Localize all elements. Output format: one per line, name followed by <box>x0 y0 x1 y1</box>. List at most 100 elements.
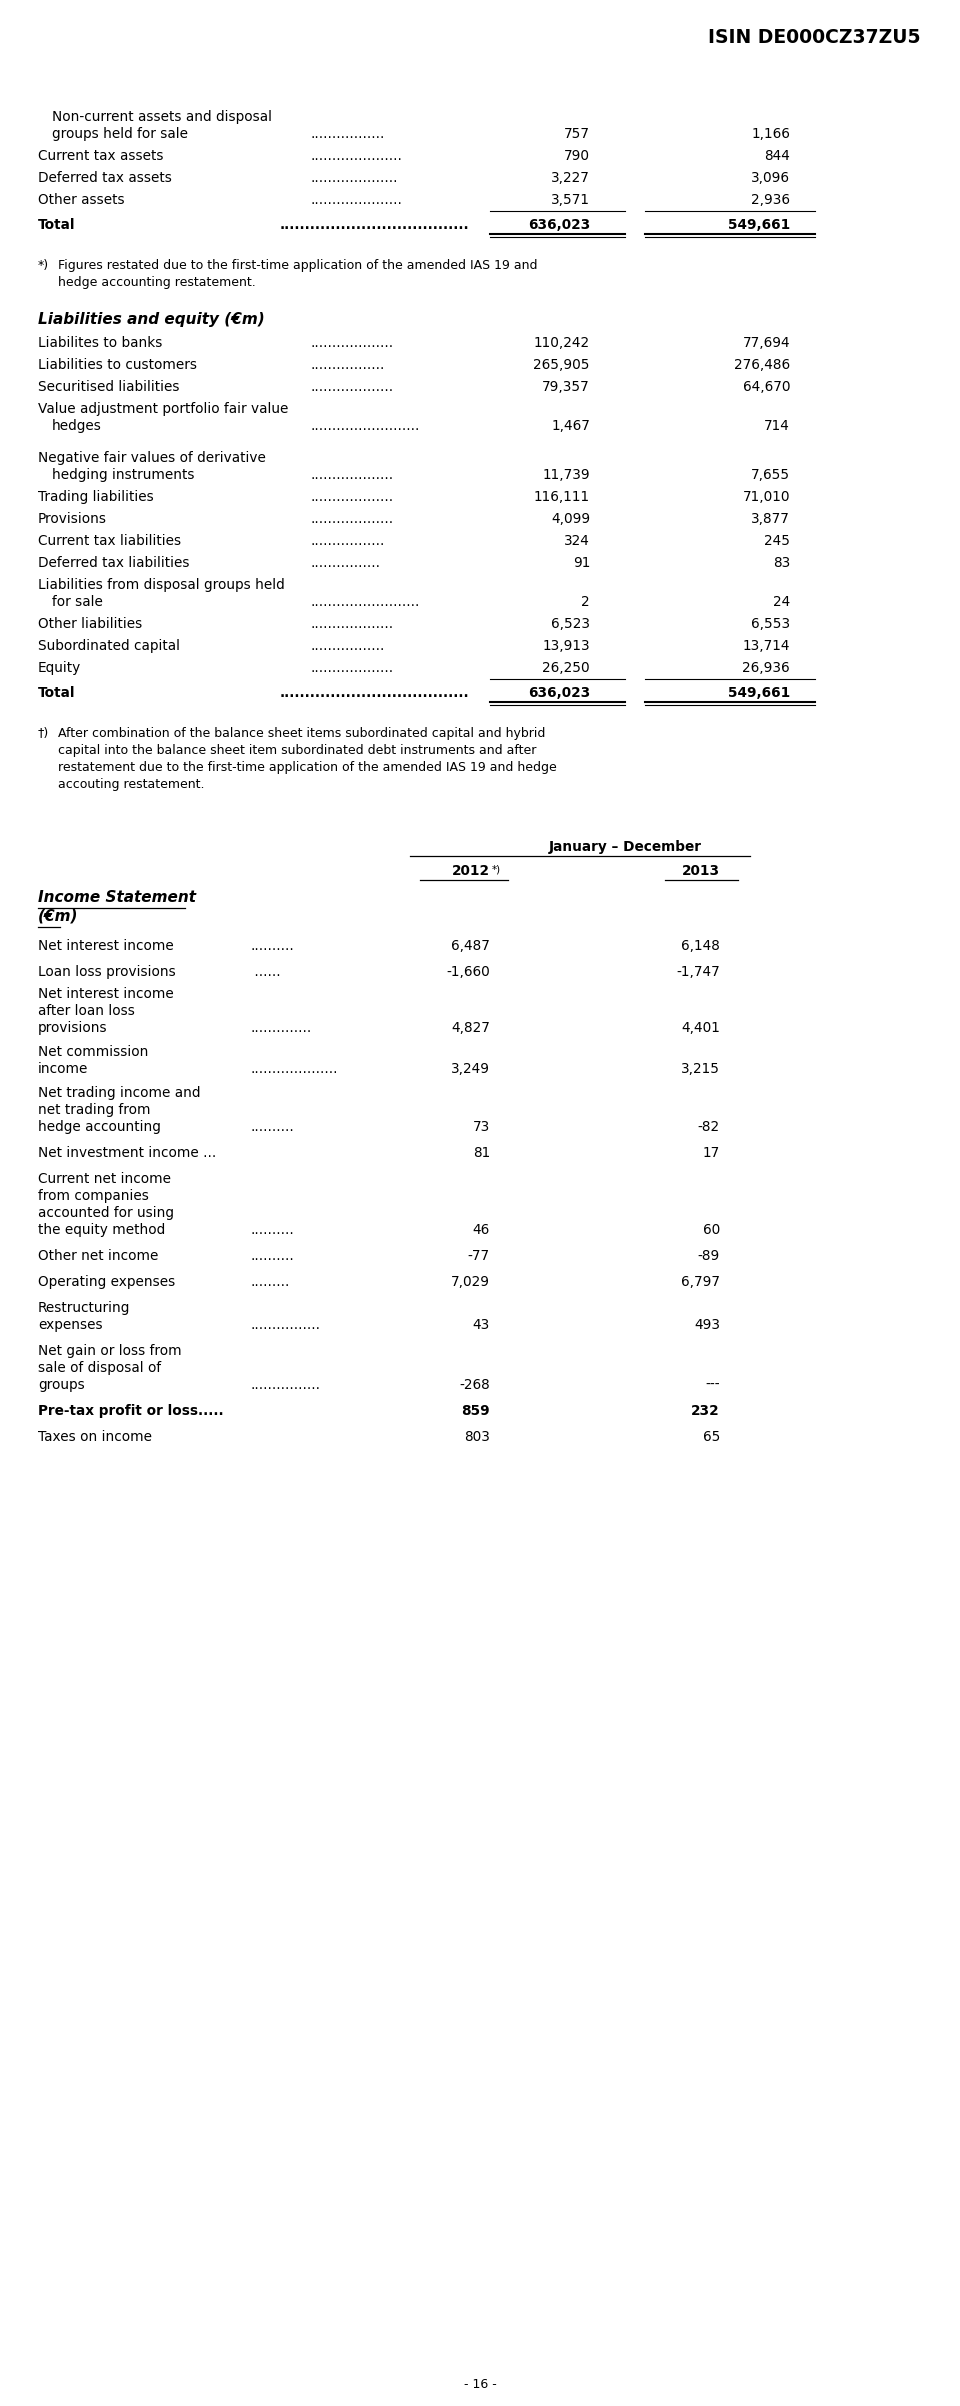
Text: ..........: .......... <box>250 1249 294 1263</box>
Text: .........................: ......................... <box>310 594 420 609</box>
Text: 7,029: 7,029 <box>451 1275 490 1290</box>
Text: hedge accounting: hedge accounting <box>38 1121 161 1133</box>
Text: 3,227: 3,227 <box>551 171 590 185</box>
Text: Loan loss provisions: Loan loss provisions <box>38 965 176 979</box>
Text: ---: --- <box>706 1379 720 1393</box>
Text: 110,242: 110,242 <box>534 337 590 349</box>
Text: ..........: .......... <box>250 1121 294 1133</box>
Text: Other net income: Other net income <box>38 1249 158 1263</box>
Text: .........: ......... <box>250 1275 289 1290</box>
Text: after loan loss: after loan loss <box>38 1003 134 1018</box>
Text: 232: 232 <box>691 1405 720 1417</box>
Text: 13,714: 13,714 <box>742 640 790 652</box>
Text: 803: 803 <box>464 1429 490 1444</box>
Text: .........................: ......................... <box>310 419 420 433</box>
Text: 60: 60 <box>703 1222 720 1237</box>
Text: 46: 46 <box>472 1222 490 1237</box>
Text: hedging instruments: hedging instruments <box>52 469 195 481</box>
Text: ................: ................ <box>250 1318 320 1333</box>
Text: accounted for using: accounted for using <box>38 1205 174 1220</box>
Text: .....................................: ..................................... <box>280 219 469 231</box>
Text: 636,023: 636,023 <box>528 686 590 700</box>
Text: ....................: .................... <box>310 171 397 185</box>
Text: 17: 17 <box>703 1145 720 1160</box>
Text: ...................: ................... <box>310 337 394 349</box>
Text: Net trading income and: Net trading income and <box>38 1085 201 1100</box>
Text: 1,467: 1,467 <box>551 419 590 433</box>
Text: ................: ................ <box>310 556 380 570</box>
Text: for sale: for sale <box>52 594 103 609</box>
Text: capital into the balance sheet item subordinated debt instruments and after: capital into the balance sheet item subo… <box>58 743 537 758</box>
Text: .................: ................. <box>310 128 384 142</box>
Text: Negative fair values of derivative: Negative fair values of derivative <box>38 450 266 464</box>
Text: 81: 81 <box>472 1145 490 1160</box>
Text: Pre-tax profit or loss.....: Pre-tax profit or loss..... <box>38 1405 224 1417</box>
Text: 3,215: 3,215 <box>681 1061 720 1075</box>
Text: 83: 83 <box>773 556 790 570</box>
Text: hedge accounting restatement.: hedge accounting restatement. <box>58 277 255 289</box>
Text: 6,797: 6,797 <box>681 1275 720 1290</box>
Text: ....................: .................... <box>250 1061 338 1075</box>
Text: 4,401: 4,401 <box>682 1020 720 1035</box>
Text: ISIN DE000CZ37ZU5: ISIN DE000CZ37ZU5 <box>708 29 920 48</box>
Text: Liabilities from disposal groups held: Liabilities from disposal groups held <box>38 577 285 592</box>
Text: ......: ...... <box>250 965 280 979</box>
Text: 493: 493 <box>694 1318 720 1333</box>
Text: Total: Total <box>38 686 76 700</box>
Text: .................: ................. <box>310 534 384 549</box>
Text: Net gain or loss from: Net gain or loss from <box>38 1345 181 1357</box>
Text: 3,877: 3,877 <box>751 512 790 527</box>
Text: 3,096: 3,096 <box>751 171 790 185</box>
Text: *): *) <box>492 864 501 873</box>
Text: Liabilities to customers: Liabilities to customers <box>38 358 197 373</box>
Text: provisions: provisions <box>38 1020 108 1035</box>
Text: 549,661: 549,661 <box>728 686 790 700</box>
Text: Equity: Equity <box>38 662 82 676</box>
Text: Deferred tax liabilities: Deferred tax liabilities <box>38 556 189 570</box>
Text: (€m): (€m) <box>38 909 79 924</box>
Text: 6,523: 6,523 <box>551 616 590 630</box>
Text: from companies: from companies <box>38 1189 149 1203</box>
Text: 714: 714 <box>764 419 790 433</box>
Text: -1,660: -1,660 <box>446 965 490 979</box>
Text: sale of disposal of: sale of disposal of <box>38 1362 161 1374</box>
Text: Other liabilities: Other liabilities <box>38 616 142 630</box>
Text: Trading liabilities: Trading liabilities <box>38 491 154 503</box>
Text: .................: ................. <box>310 640 384 652</box>
Text: 11,739: 11,739 <box>542 469 590 481</box>
Text: ...................: ................... <box>310 380 394 395</box>
Text: 1,166: 1,166 <box>751 128 790 142</box>
Text: Net interest income: Net interest income <box>38 986 174 1001</box>
Text: 859: 859 <box>462 1405 490 1417</box>
Text: ...................: ................... <box>310 491 394 503</box>
Text: Net commission: Net commission <box>38 1044 149 1059</box>
Text: 844: 844 <box>764 149 790 164</box>
Text: groups: groups <box>38 1379 84 1393</box>
Text: .....................................: ..................................... <box>280 686 469 700</box>
Text: 4,827: 4,827 <box>451 1020 490 1035</box>
Text: 26,936: 26,936 <box>742 662 790 676</box>
Text: ...................: ................... <box>310 469 394 481</box>
Text: 43: 43 <box>472 1318 490 1333</box>
Text: .....................: ..................... <box>310 192 402 207</box>
Text: Securitised liabilities: Securitised liabilities <box>38 380 180 395</box>
Text: 276,486: 276,486 <box>733 358 790 373</box>
Text: -89: -89 <box>698 1249 720 1263</box>
Text: 71,010: 71,010 <box>742 491 790 503</box>
Text: 4,099: 4,099 <box>551 512 590 527</box>
Text: January – December: January – December <box>548 840 702 854</box>
Text: -82: -82 <box>698 1121 720 1133</box>
Text: Restructuring: Restructuring <box>38 1302 131 1316</box>
Text: †): †) <box>38 727 49 741</box>
Text: Value adjustment portfolio fair value: Value adjustment portfolio fair value <box>38 402 288 416</box>
Text: restatement due to the first-time application of the amended IAS 19 and hedge: restatement due to the first-time applic… <box>58 760 557 775</box>
Text: .....................: ..................... <box>310 149 402 164</box>
Text: 77,694: 77,694 <box>742 337 790 349</box>
Text: 7,655: 7,655 <box>751 469 790 481</box>
Text: ...................: ................... <box>310 662 394 676</box>
Text: Other assets: Other assets <box>38 192 125 207</box>
Text: the equity method: the equity method <box>38 1222 165 1237</box>
Text: hedges: hedges <box>52 419 102 433</box>
Text: 91: 91 <box>572 556 590 570</box>
Text: 3,571: 3,571 <box>551 192 590 207</box>
